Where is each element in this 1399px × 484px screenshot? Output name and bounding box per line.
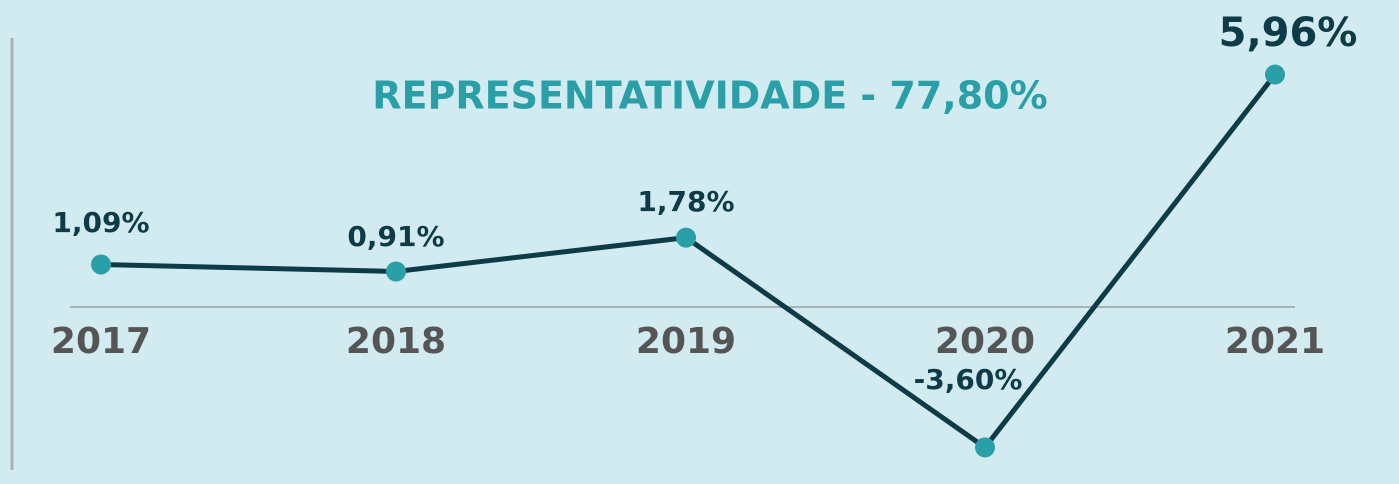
x-tick-label: 2020 xyxy=(935,321,1035,362)
data-label: -3,60% xyxy=(914,363,1023,396)
x-tick-label: 2021 xyxy=(1225,321,1325,362)
chart-title: REPRESENTATIVIDADE - 77,80% xyxy=(372,74,1047,118)
marker xyxy=(91,254,111,275)
data-label: 1,78% xyxy=(637,185,734,218)
x-tick-label: 2019 xyxy=(636,321,736,362)
marker xyxy=(386,261,406,282)
data-label: 0,91% xyxy=(347,220,444,253)
x-tick-label: 2017 xyxy=(51,321,151,362)
data-label: 5,96% xyxy=(1219,10,1358,56)
marker xyxy=(975,437,995,458)
marker xyxy=(676,227,696,248)
data-label: 1,09% xyxy=(52,206,149,239)
x-tick-label: 2018 xyxy=(346,321,446,362)
marker xyxy=(1265,64,1285,85)
